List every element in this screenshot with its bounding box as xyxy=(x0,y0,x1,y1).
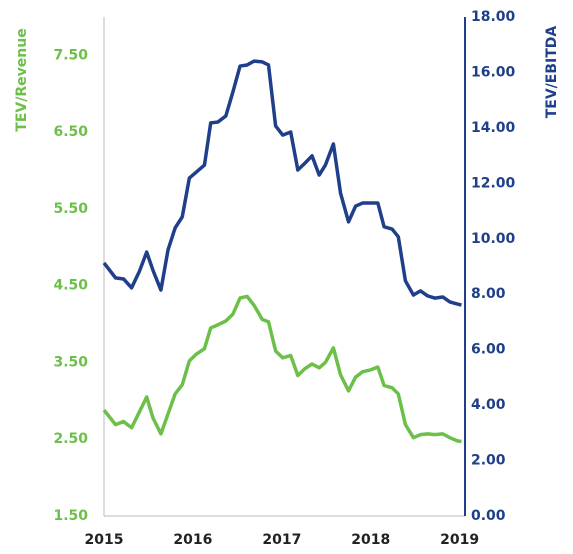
y2-axis-title: TEV/EBITDA xyxy=(544,26,560,119)
y2-tick-label: 12.00 xyxy=(471,175,516,191)
x-tick-label: 2019 xyxy=(440,532,479,548)
y-tick-label: 4.50 xyxy=(53,278,88,294)
y2-tick-label: 14.00 xyxy=(471,120,516,136)
y-tick-label: 7.50 xyxy=(53,47,88,63)
y2-tick-label: 4.00 xyxy=(471,397,506,413)
y2-tick-label: 10.00 xyxy=(471,231,516,247)
x-tick-label: 2018 xyxy=(351,532,390,548)
y2-tick-label: 2.00 xyxy=(471,453,506,469)
series-line xyxy=(102,294,462,444)
y2-tick-label: 8.00 xyxy=(471,286,506,302)
x-tick-label: 2015 xyxy=(85,532,124,548)
y-tick-label: 6.50 xyxy=(53,124,88,140)
y2-tick-label: 18.00 xyxy=(471,9,516,25)
y2-tick-label: 0.00 xyxy=(471,508,506,524)
y2-tick-label: 16.00 xyxy=(471,64,516,80)
y-tick-label: 2.50 xyxy=(53,431,88,447)
y2-tick-label: 6.00 xyxy=(471,342,506,358)
series-line xyxy=(102,59,462,307)
x-tick-label: 2017 xyxy=(262,532,301,548)
y-tick-label: 3.50 xyxy=(53,354,88,370)
y-tick-label: 1.50 xyxy=(53,508,88,524)
y-axis-title: TEV/Revenue xyxy=(14,28,30,131)
y-tick-label: 5.50 xyxy=(53,201,88,217)
x-tick-label: 2016 xyxy=(173,532,212,548)
